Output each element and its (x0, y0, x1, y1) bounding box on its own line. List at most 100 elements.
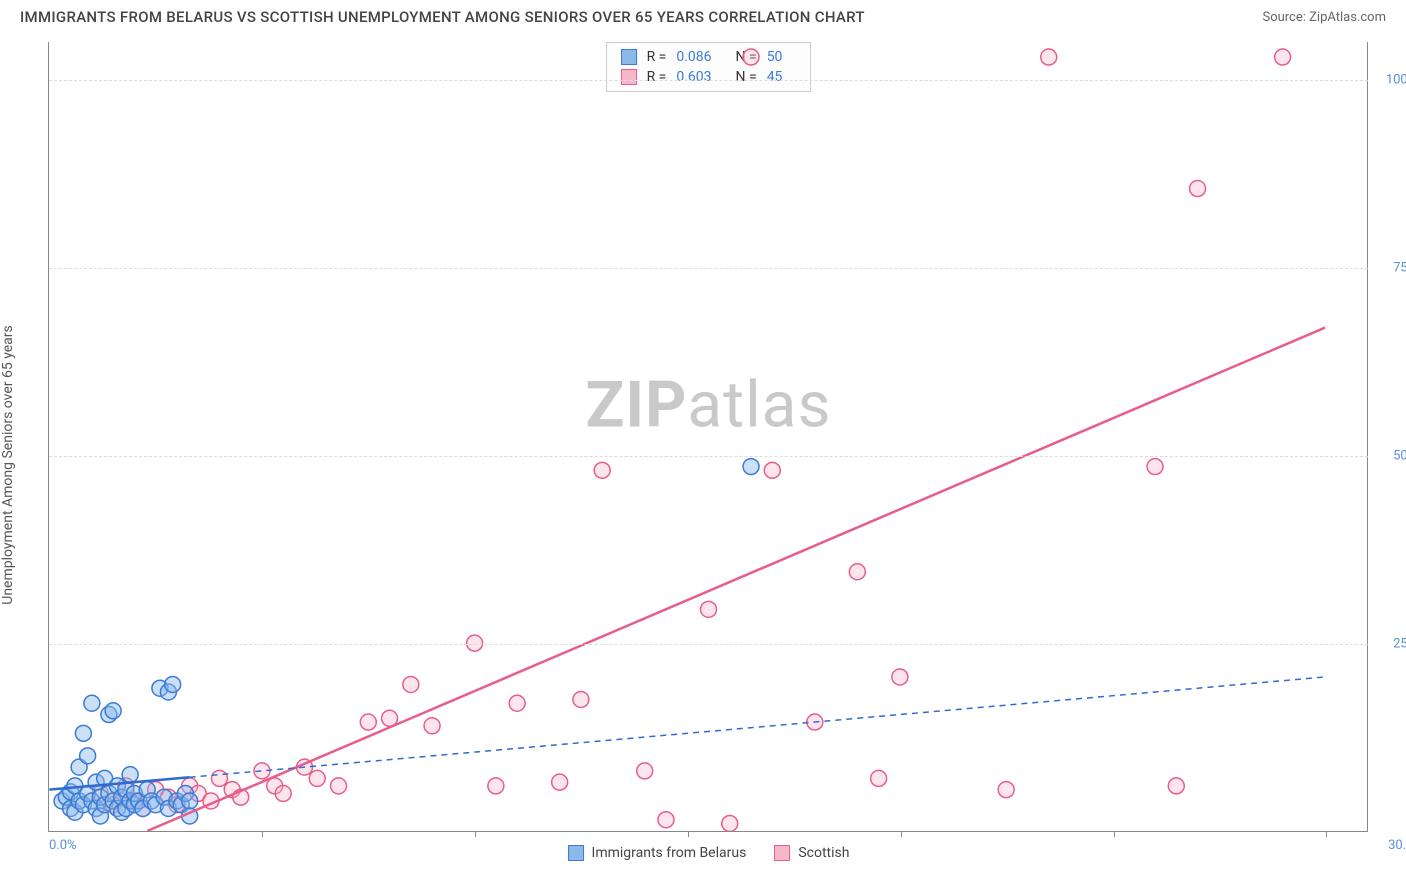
data-point (114, 804, 130, 820)
data-point (118, 782, 134, 798)
data-point (71, 759, 87, 775)
data-point (92, 808, 108, 824)
data-point (80, 748, 96, 764)
data-point (92, 789, 108, 805)
data-point (126, 797, 142, 813)
data-point (105, 703, 121, 719)
legend-swatch (568, 845, 584, 861)
data-point (1275, 49, 1291, 65)
data-point (403, 676, 419, 692)
data-point (203, 793, 219, 809)
y-axis-label: Unemployment Among Seniors over 65 years (0, 325, 16, 605)
gridline (49, 456, 1368, 457)
data-point (211, 770, 227, 786)
data-point (131, 793, 147, 809)
data-point (75, 725, 91, 741)
correlation-legend: R =0.086N =50R =0.603N =45 (606, 42, 812, 92)
data-point (75, 797, 91, 813)
data-point (109, 778, 125, 794)
data-point (892, 669, 908, 685)
r-value: 0.086 (676, 49, 711, 65)
chart-title: IMMIGRANTS FROM BELARUS VS SCOTTISH UNEM… (20, 8, 865, 26)
legend-item: Immigrants from Belarus (568, 845, 747, 861)
data-point (165, 676, 181, 692)
data-point (105, 797, 121, 813)
n-label: N = (736, 69, 757, 85)
data-point (135, 800, 151, 816)
data-point (764, 462, 780, 478)
data-point (267, 778, 283, 794)
watermark: ZIPatlas (586, 367, 832, 442)
x-tick (1114, 831, 1115, 837)
legend-item: Scottish (774, 845, 849, 861)
scatter-svg (49, 42, 1368, 831)
data-point (275, 785, 291, 801)
data-point (743, 459, 759, 475)
data-point (182, 808, 198, 824)
data-point (105, 793, 121, 809)
data-point (169, 793, 185, 809)
data-point (658, 812, 674, 828)
n-value: 50 (767, 49, 783, 65)
chart-container: Unemployment Among Seniors over 65 years… (0, 32, 1406, 882)
data-point (80, 785, 96, 801)
data-point (148, 797, 164, 813)
x-tick (262, 831, 263, 837)
data-point (101, 785, 117, 801)
legend-row: R =0.603N =45 (621, 67, 797, 87)
data-point (139, 782, 155, 798)
data-point (297, 759, 313, 775)
data-point (1041, 49, 1057, 65)
source-attribution: Source: ZipAtlas.com (1262, 10, 1386, 25)
trend-line (190, 677, 1325, 777)
legend-swatch (774, 845, 790, 861)
data-point (1147, 459, 1163, 475)
data-point (309, 770, 325, 786)
data-point (807, 714, 823, 730)
data-point (88, 800, 104, 816)
data-point (849, 564, 865, 580)
x-tick (688, 831, 689, 837)
origin-label: 0.0% (49, 838, 77, 853)
y-tick-label: 25.0% (1378, 636, 1406, 651)
data-point (84, 793, 100, 809)
legend-label: Immigrants from Belarus (592, 845, 747, 861)
series-legend: Immigrants from Belarus Scottish (568, 845, 850, 861)
data-point (63, 784, 79, 800)
data-point (160, 789, 176, 805)
data-point (58, 789, 74, 805)
y-tick-label: 100.0% (1378, 72, 1406, 87)
data-point (118, 778, 134, 794)
data-point (160, 800, 176, 816)
data-point (67, 804, 83, 820)
gridline (49, 644, 1368, 645)
data-point (67, 778, 83, 794)
data-point (1190, 181, 1206, 197)
x-tick (901, 831, 902, 837)
data-point (722, 815, 738, 831)
data-point (126, 793, 142, 809)
data-point (360, 714, 376, 730)
data-point (552, 774, 568, 790)
data-point (156, 789, 172, 805)
n-label: N = (736, 49, 757, 65)
data-point (173, 797, 189, 813)
data-point (88, 774, 104, 790)
data-point (97, 797, 113, 813)
gridline (49, 268, 1368, 269)
trend-line (147, 328, 1325, 831)
n-value: 45 (767, 69, 783, 85)
xmax-label: 30.0% (1388, 838, 1406, 853)
data-point (224, 782, 240, 798)
gridline (49, 80, 1368, 81)
data-point (143, 793, 159, 809)
trend-line (49, 777, 189, 789)
legend-swatch (621, 49, 637, 65)
data-point (177, 785, 193, 801)
data-point (135, 800, 151, 816)
r-label: R = (647, 69, 667, 85)
legend-swatch (621, 69, 637, 85)
data-point (182, 778, 198, 794)
y-right-axis (1367, 42, 1368, 831)
data-point (871, 770, 887, 786)
